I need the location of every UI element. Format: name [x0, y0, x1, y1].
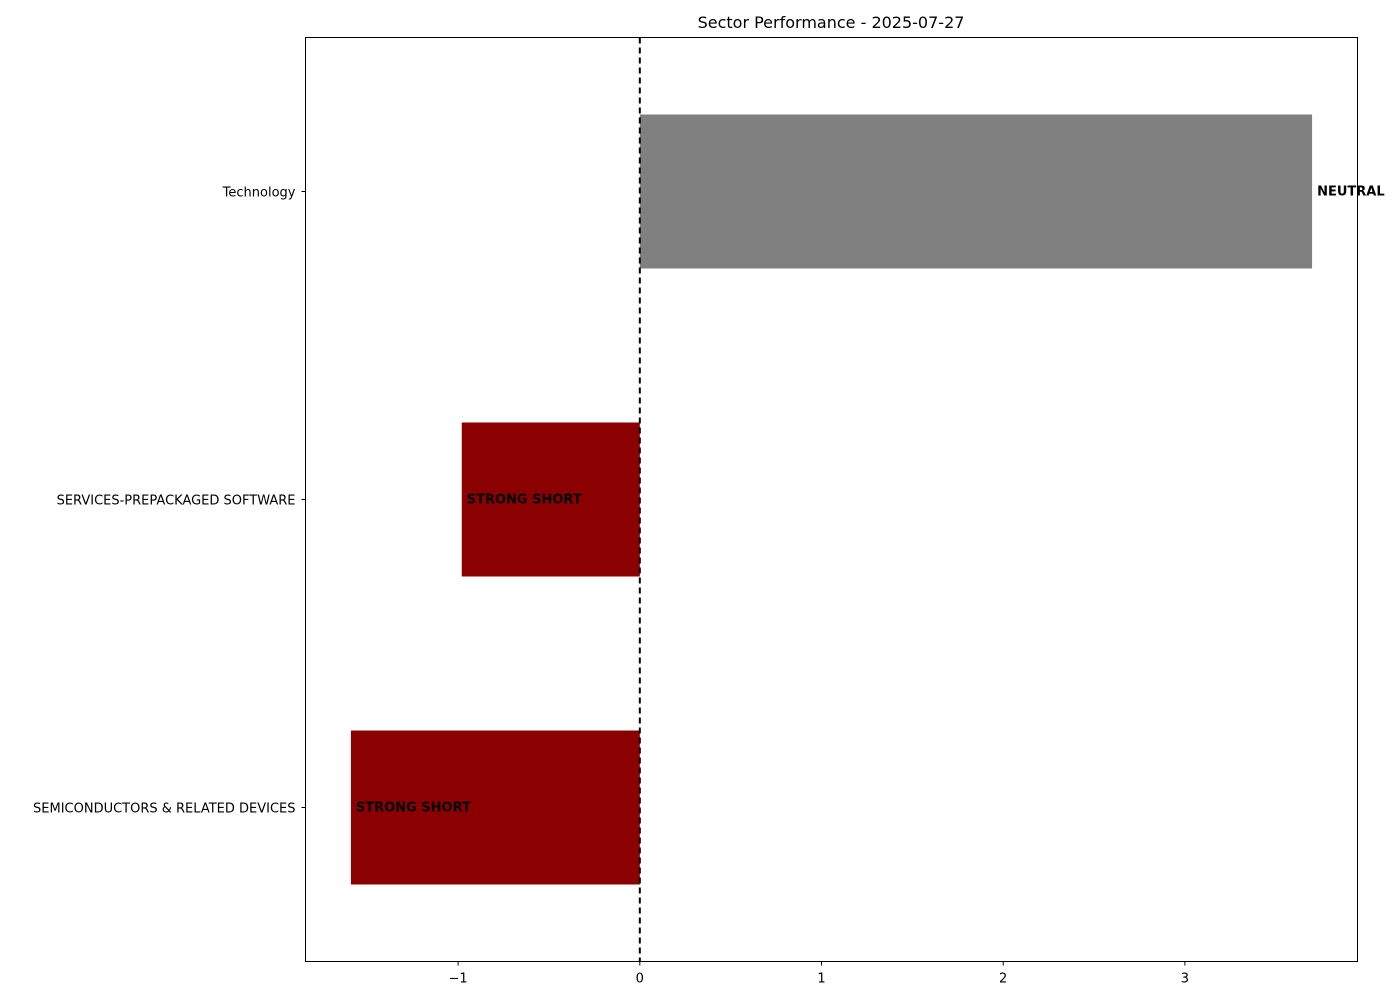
y-tick-label: SERVICES-PREPACKAGED SOFTWARE — [57, 494, 296, 509]
x-axis: −1 0 1 2 3 — [449, 961, 1189, 987]
bar-2 — [350, 730, 640, 885]
chart-title: Sector Performance - 2025-07-27 — [698, 13, 965, 32]
x-tick-label: 3 — [1181, 972, 1189, 987]
bar-1 — [461, 422, 640, 577]
x-tick-label: 1 — [817, 972, 825, 987]
bar-labels-layer: NEUTRAL STRONG SHORT STRONG SHORT — [356, 185, 1385, 816]
bar-0 — [639, 114, 1313, 269]
x-tick-label: 2 — [999, 972, 1007, 987]
bar-signal-label: STRONG SHORT — [356, 801, 471, 816]
x-tick-label: 0 — [636, 972, 644, 987]
bars-layer — [350, 114, 1313, 885]
plot-frame — [305, 37, 1358, 962]
bar-signal-label: NEUTRAL — [1317, 185, 1385, 200]
y-tick-label: Technology — [222, 186, 296, 201]
x-tick-label: −1 — [449, 972, 468, 987]
bar-signal-label: STRONG SHORT — [467, 493, 582, 508]
y-tick-label: SEMICONDUCTORS & RELATED DEVICES — [33, 802, 295, 817]
y-axis: Technology SERVICES-PREPACKAGED SOFTWARE S… — [33, 186, 306, 817]
